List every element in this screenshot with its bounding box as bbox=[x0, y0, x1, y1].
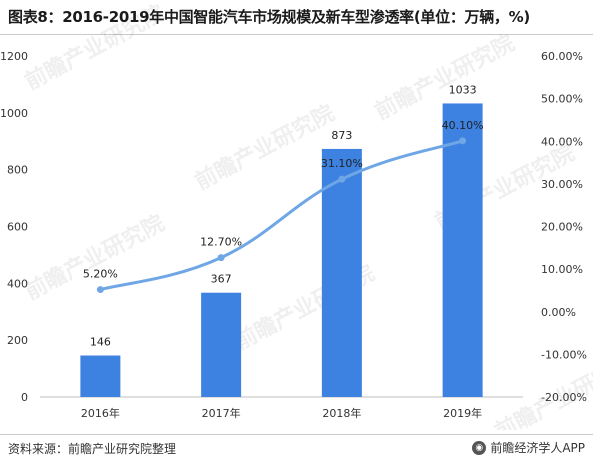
line-value-label: 40.10% bbox=[442, 119, 484, 132]
y-left-tick-label: 600 bbox=[7, 221, 28, 234]
bar-value-label: 873 bbox=[331, 129, 352, 142]
brand-label: 前瞻经济学人APP bbox=[490, 441, 585, 455]
line-value-label: 5.20% bbox=[83, 268, 118, 281]
footer-divider bbox=[0, 434, 593, 435]
line-value-label: 31.10% bbox=[321, 157, 363, 170]
x-tick-label: 2018年 bbox=[322, 406, 361, 420]
chart-title: 图表8：2016-2019年中国智能汽车市场规模及新车型渗透率(单位：万辆，%) bbox=[8, 8, 530, 26]
x-tick-label: 2019年 bbox=[443, 406, 482, 420]
bar-value-label: 1033 bbox=[449, 83, 477, 96]
source-note: 资料来源：前瞻产业研究院整理 bbox=[8, 442, 177, 456]
bar bbox=[321, 148, 362, 397]
x-tick-label: 2016年 bbox=[81, 406, 120, 420]
line-point bbox=[217, 254, 225, 262]
line-point bbox=[459, 137, 467, 145]
y-right-tick-label: 0.00% bbox=[541, 306, 576, 319]
brand-logo-icon: ◉ bbox=[472, 440, 487, 455]
y-left-tick-label: 0 bbox=[21, 391, 28, 404]
bar-value-label: 367 bbox=[211, 273, 232, 286]
bar-value-label: 146 bbox=[90, 336, 111, 349]
brand: ◉ 前瞻经济学人APP bbox=[472, 439, 585, 456]
y-right-tick-label: -20.00% bbox=[541, 391, 587, 404]
penetration-line bbox=[99, 139, 464, 292]
title-divider bbox=[0, 34, 593, 35]
x-tick-label: 2017年 bbox=[202, 406, 241, 420]
chart: 前瞻产业研究院前瞻产业研究院前瞻产业研究院前瞻产业研究院前瞻产业研究院前瞻产业研… bbox=[0, 0, 593, 430]
y-right-tick-label: 10.00% bbox=[541, 263, 583, 276]
bar bbox=[442, 103, 483, 397]
y-right-tick-label: 40.00% bbox=[541, 135, 583, 148]
y-right-tick-label: -10.00% bbox=[541, 348, 587, 361]
watermark-text: 前瞻产业研究院 bbox=[191, 100, 339, 195]
y-left-tick-label: 400 bbox=[7, 277, 28, 290]
line-point bbox=[338, 175, 346, 183]
line-point bbox=[96, 286, 104, 294]
y-left-tick-label: 1000 bbox=[0, 107, 28, 120]
y-left-tick-label: 200 bbox=[7, 334, 28, 347]
y-right-tick-label: 30.00% bbox=[541, 178, 583, 191]
y-right-tick-label: 50.00% bbox=[541, 93, 583, 106]
y-right-tick-label: 20.00% bbox=[541, 221, 583, 234]
line-value-label: 12.70% bbox=[200, 236, 242, 249]
watermark-text: 前瞻产业研究院 bbox=[21, 210, 169, 305]
watermark-text: 前瞻产业研究院 bbox=[21, 0, 169, 95]
y-left-tick-label: 800 bbox=[7, 164, 28, 177]
bar bbox=[201, 292, 242, 397]
bar bbox=[80, 355, 121, 397]
y-right-tick-label: 60.00% bbox=[541, 50, 583, 63]
y-left-tick-label: 1200 bbox=[0, 50, 28, 63]
